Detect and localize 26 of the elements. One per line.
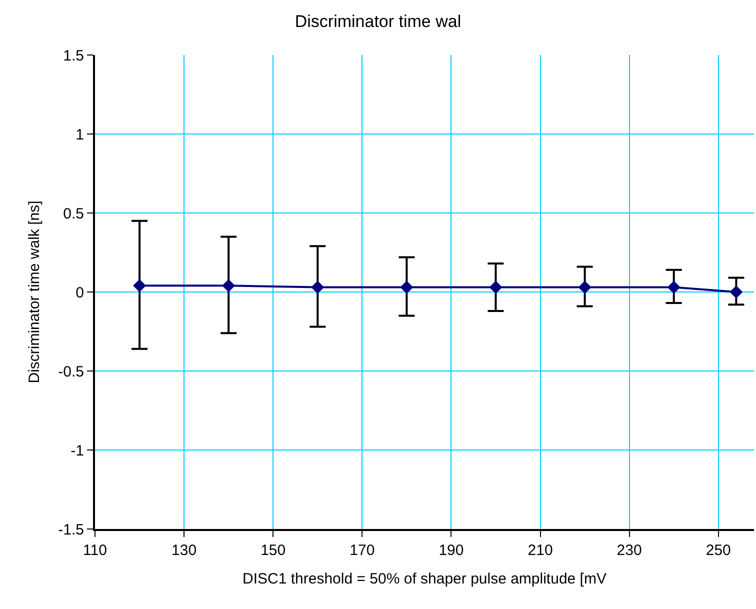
y-tick-label: 0.5	[63, 205, 84, 222]
y-tick-label: -0.5	[58, 363, 84, 380]
x-tick-label: 230	[616, 542, 642, 559]
point	[730, 286, 743, 298]
point	[311, 280, 324, 294]
y-axis-title: Discriminator time walk [ns]	[26, 200, 43, 384]
point	[489, 280, 502, 294]
point	[133, 279, 146, 292]
x-tick-label: 110	[83, 542, 107, 559]
y-tick-label: -1	[70, 442, 84, 460]
point	[667, 280, 680, 294]
x-tick-label: 190	[438, 542, 464, 559]
chart-title: Discriminator time wal	[294, 12, 462, 32]
point	[222, 279, 236, 292]
y-tick-label: 1	[76, 126, 84, 144]
x-tick-label: 250	[706, 542, 731, 559]
x-tick-label: 170	[350, 542, 375, 559]
y-tick-label: 1.5	[63, 47, 84, 64]
x-tick-label: 150	[260, 542, 286, 559]
y-tick-label: -1.5	[58, 521, 84, 538]
x-tick-label: 130	[172, 542, 197, 559]
x-axis-title: DISC1 threshold = 50% of shaper pulse amplitude [mV	[242, 570, 606, 588]
point	[578, 280, 592, 294]
y-tick-label: 0	[76, 284, 84, 302]
x-tick-label: 210	[528, 542, 553, 559]
point	[400, 280, 414, 294]
